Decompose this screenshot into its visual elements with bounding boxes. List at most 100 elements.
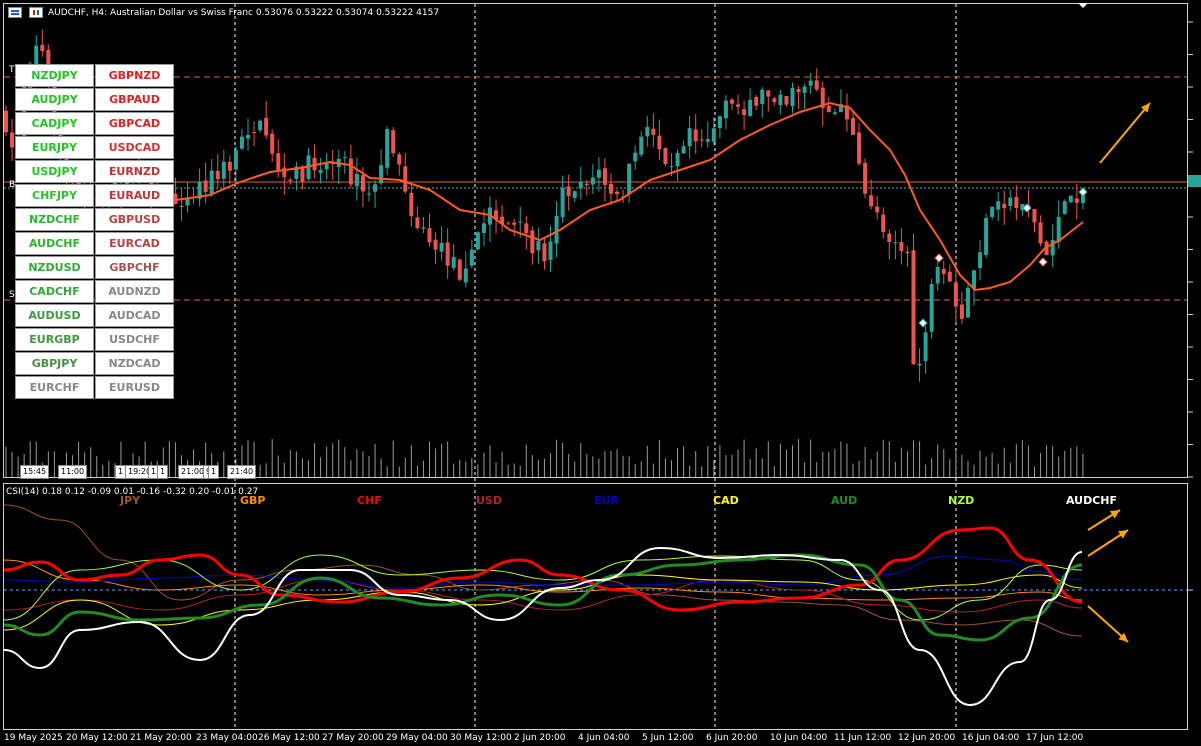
candle-body: [941, 268, 946, 274]
pair-button-eurgbp[interactable]: EURGBP: [15, 328, 94, 351]
candle-body: [596, 169, 601, 178]
candle-body: [681, 146, 686, 154]
candle-body: [445, 242, 450, 266]
candle-body: [354, 173, 359, 187]
moving-average: [175, 101, 1151, 643]
pair-button-euraud[interactable]: EURAUD: [95, 184, 174, 207]
candle-body: [1080, 192, 1085, 204]
time-label: 11:00: [58, 465, 88, 479]
chf-line: [3, 526, 1083, 612]
candle-body: [530, 230, 535, 254]
candle-body: [536, 241, 541, 251]
pair-button-eurjpy[interactable]: EURJPY: [15, 136, 94, 159]
candle-body: [953, 282, 958, 307]
candle-body: [409, 192, 414, 217]
candle-body: [367, 193, 371, 195]
level-mark-s: S: [9, 290, 15, 300]
candle-body: [324, 162, 329, 170]
pair-button-audchf[interactable]: AUDCHF: [15, 232, 94, 255]
candle-body: [947, 271, 952, 282]
candle-body: [699, 139, 704, 141]
pair-button-nzdcad[interactable]: NZDCAD: [95, 352, 174, 375]
candle-body: [802, 86, 807, 93]
candle-body: [675, 152, 680, 167]
pair-button-gbpchf[interactable]: GBPCHF: [95, 256, 174, 279]
candle-body: [391, 130, 396, 154]
candle-body: [1020, 203, 1025, 211]
pair-button-audjpy[interactable]: AUDJPY: [15, 88, 94, 111]
candle-body: [633, 152, 638, 162]
candle-body: [881, 214, 886, 233]
pair-button-nzdchf[interactable]: NZDCHF: [15, 208, 94, 231]
candle-body: [10, 132, 15, 148]
pair-button-eurcad[interactable]: EURCAD: [95, 232, 174, 255]
trade-icon[interactable]: [29, 7, 43, 18]
candle-body: [905, 251, 910, 254]
candle-body: [760, 89, 765, 105]
date-label: 27 May 20:00: [322, 733, 384, 743]
pair-button-gbpaud[interactable]: GBPAUD: [95, 88, 174, 111]
date-label: 21 May 20:00: [130, 733, 192, 743]
candle-body: [554, 215, 559, 244]
chart-window-icon[interactable]: [8, 7, 22, 18]
pair-button-audnzd[interactable]: AUDNZD: [95, 280, 174, 303]
pair-button-gbpcad[interactable]: GBPCAD: [95, 112, 174, 135]
candle-body: [433, 239, 438, 250]
candle-body: [379, 165, 384, 184]
pair-button-nzdjpy[interactable]: NZDJPY: [15, 64, 94, 87]
pair-button-gbpnzd[interactable]: GBPNZD: [95, 64, 174, 87]
csi-arrow-down-head: [1118, 632, 1128, 642]
candle-body: [808, 80, 813, 86]
pair-button-gbpjpy[interactable]: GBPJPY: [15, 352, 94, 375]
pair-button-audusd[interactable]: AUDUSD: [15, 304, 94, 327]
time-label: 19:20: [125, 465, 155, 479]
pair-button-nzdusd[interactable]: NZDUSD: [15, 256, 94, 279]
pair-button-eurusd[interactable]: EURUSD: [95, 376, 174, 399]
candle-body: [518, 221, 523, 223]
candle-body: [421, 227, 426, 229]
candle-body: [784, 95, 789, 105]
candle-body: [1002, 203, 1007, 209]
usd-line: [3, 579, 1083, 613]
candle-body: [288, 179, 293, 181]
pair-button-eurnzd[interactable]: EURNZD: [95, 160, 174, 183]
csi-lines: [3, 504, 1083, 707]
candle-body: [996, 201, 1001, 210]
pair-button-chfjpy[interactable]: CHFJPY: [15, 184, 94, 207]
candle-body: [711, 128, 716, 142]
candle-body: [844, 105, 849, 120]
candle-body: [439, 242, 444, 252]
pair-button-cadjpy[interactable]: CADJPY: [15, 112, 94, 135]
pair-button-usdcad[interactable]: USDCAD: [95, 136, 174, 159]
candle-body: [403, 166, 408, 192]
candle-body: [627, 163, 632, 195]
candle-body: [615, 191, 620, 195]
date-label: 12 Jun 20:00: [898, 733, 956, 743]
candle-body: [34, 45, 39, 65]
pair-button-usdchf[interactable]: USDCHF: [95, 328, 174, 351]
candle-body: [560, 188, 565, 217]
candle-body: [348, 158, 353, 185]
csi-panel-frame: [3, 483, 1188, 730]
candle-body: [857, 132, 862, 164]
candle-body: [457, 259, 462, 280]
pair-button-cadchf[interactable]: CADCHF: [15, 280, 94, 303]
candle-body: [851, 117, 855, 135]
candle-body: [917, 363, 922, 366]
candle-body: [294, 166, 299, 179]
candle-body: [330, 163, 335, 165]
date-label: 6 Jun 20:00: [706, 733, 758, 743]
signal-marker: [1022, 203, 1032, 213]
currency-label-jpy: JPY: [120, 494, 141, 507]
pair-button-audcad[interactable]: AUDCAD: [95, 304, 174, 327]
candle-body: [923, 332, 928, 362]
pair-button-usdjpy[interactable]: USDJPY: [15, 160, 94, 183]
pair-button-gbpusd[interactable]: GBPUSD: [95, 208, 174, 231]
candle-body: [639, 136, 644, 155]
candle-body: [838, 104, 843, 112]
date-label: 17 Jun 12:00: [1026, 733, 1084, 743]
level-mark-b: B: [9, 180, 15, 190]
pair-button-eurchf[interactable]: EURCHF: [15, 376, 94, 399]
currency-label-audchf: AUDCHF: [1066, 494, 1118, 507]
candle-body: [173, 193, 178, 204]
